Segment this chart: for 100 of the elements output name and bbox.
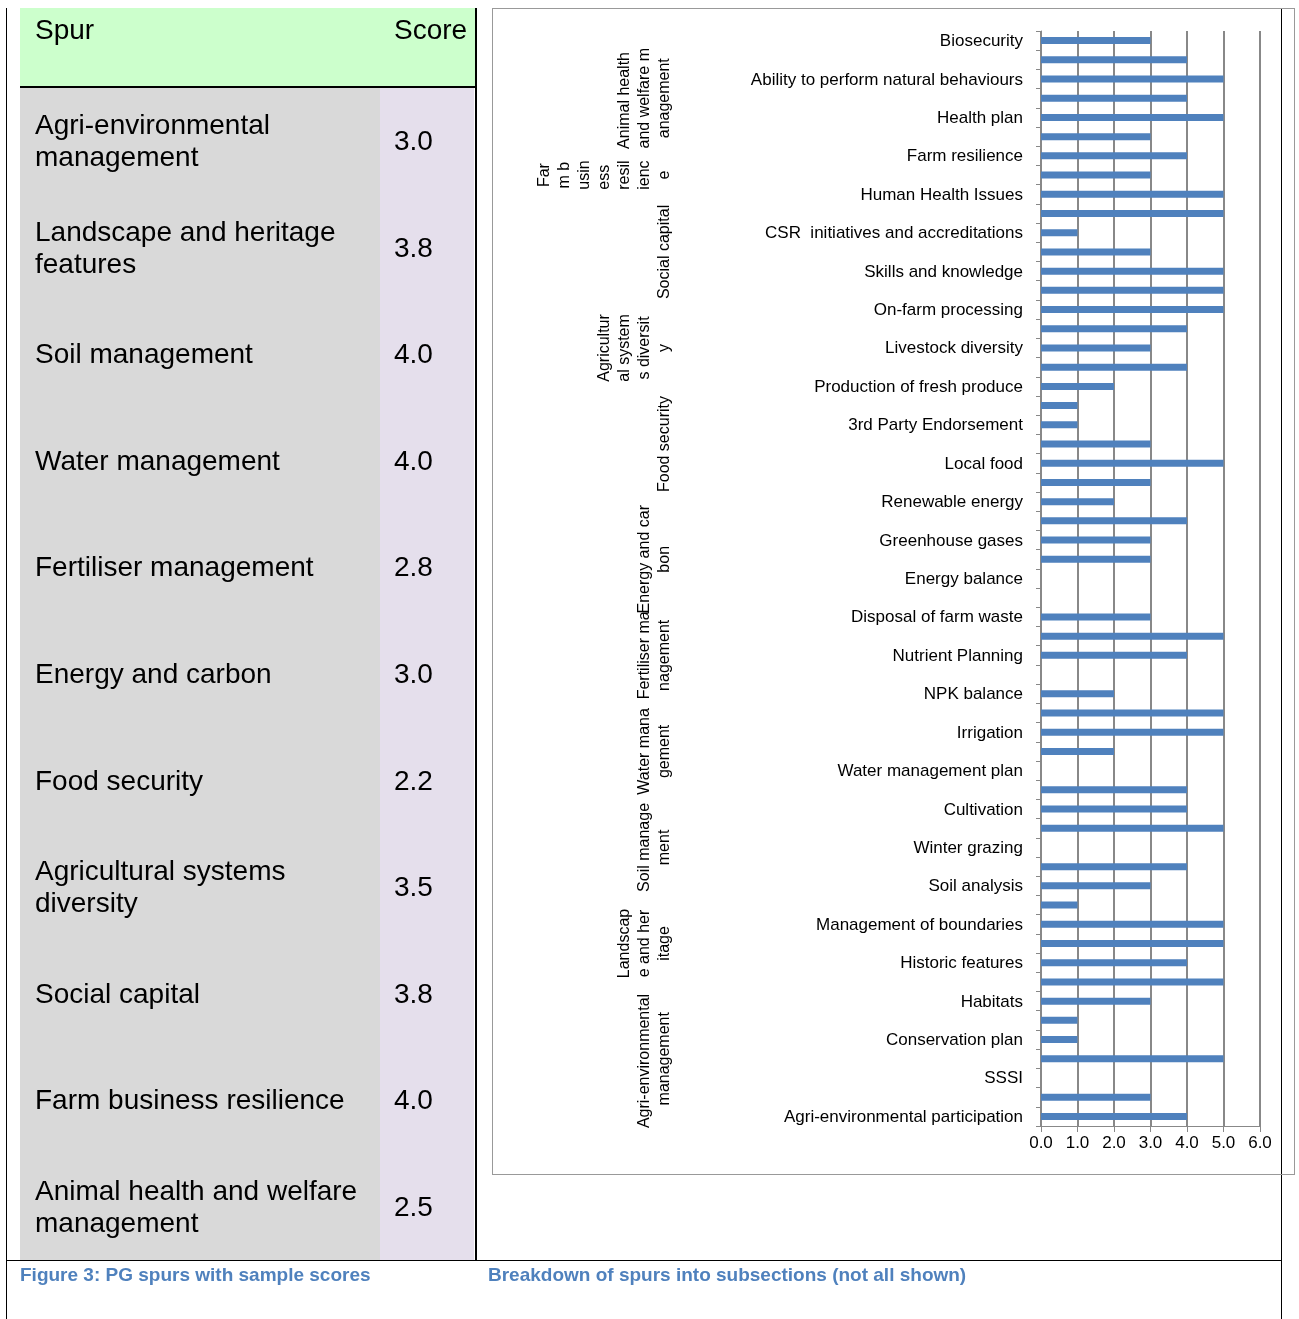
y-tick-label: NPK balance (923, 684, 1023, 704)
bar (1041, 325, 1187, 333)
y-tick-label: Energy balance (904, 569, 1023, 588)
text: Score (393, 13, 469, 47)
category-label: Fertiliser management (20, 514, 380, 621)
text: Soil management (634, 802, 672, 892)
y-tick-label: Skills and knowledge (864, 261, 1023, 281)
y-tick-label: Ability to perform natural behaviours (750, 69, 1023, 89)
y-tick-label: Management of boundaries (816, 914, 1023, 934)
category-label: Agricultural systems diversity (20, 833, 380, 941)
y-tick-label: Conservation plan (885, 1030, 1023, 1050)
data-label: 4.0 (380, 407, 474, 515)
y-tick-label: Biosecurity (939, 31, 1024, 51)
bar (1041, 75, 1224, 83)
y-tick-label: Historic features (900, 953, 1023, 973)
bar (1041, 402, 1078, 410)
bar (1041, 267, 1224, 275)
bar (1041, 959, 1187, 967)
bar (1041, 613, 1151, 621)
text: Animal health and welfare management (614, 47, 672, 149)
bar (1041, 997, 1151, 1005)
y-tick-label: Soil analysis (928, 876, 1023, 896)
bar (1041, 190, 1224, 198)
text: Food security (654, 396, 672, 493)
bar (1041, 248, 1151, 256)
category-label: Social capital (20, 940, 380, 1047)
bar (1041, 363, 1187, 371)
y-tick-label: Water management plan (837, 761, 1023, 781)
bar (1041, 651, 1187, 659)
text: Water management (634, 708, 672, 795)
bar (1041, 940, 1224, 947)
data-label: 4.0 (380, 301, 474, 408)
category-label: Food security (20, 727, 380, 834)
y-tick-label: Nutrient Planning (892, 645, 1023, 665)
bar (1041, 1055, 1224, 1063)
x-tick-label: 1.0 (1065, 1133, 1090, 1152)
data-label: 3.8 (380, 194, 474, 302)
bar (1041, 882, 1151, 890)
data-label: 3.5 (380, 833, 474, 941)
bar (1041, 421, 1078, 429)
bar (1041, 113, 1224, 121)
bar (1041, 863, 1187, 871)
bar (1041, 344, 1151, 352)
data-label: 2.5 (380, 1153, 474, 1261)
y-tick-label: Disposal of farm waste (851, 607, 1023, 627)
bar (1041, 920, 1224, 928)
data-label: 3.0 (380, 620, 474, 728)
category-label: Soil management (20, 301, 380, 408)
category-label: Animal health and welfare management (20, 1153, 380, 1261)
y-tick-label: SSSI (984, 1068, 1023, 1088)
bar (1041, 786, 1187, 794)
bar (1041, 978, 1224, 986)
bar (1041, 632, 1224, 640)
y-tick-label: Local food (944, 453, 1023, 473)
category-label: Farm business resilience (20, 1046, 380, 1154)
bar (1041, 171, 1151, 179)
bar (1041, 94, 1187, 102)
x-tick-label: 5.0 (1211, 1133, 1236, 1152)
y-tick-label: Greenhouse gases (879, 530, 1023, 550)
text: Farm business resilience (534, 160, 672, 190)
bar (1041, 56, 1187, 64)
text: Agri-environmental management (634, 989, 672, 1129)
bar (1041, 747, 1114, 755)
bar (1041, 133, 1151, 141)
y-tick-label: CSR initiatives and accreditations (765, 223, 1023, 243)
bar (1041, 901, 1078, 909)
data-label: 3.0 (380, 88, 474, 195)
text: Energy and carbon (634, 504, 672, 614)
bar (1041, 478, 1151, 486)
bar (1041, 1016, 1078, 1024)
bar (1041, 440, 1151, 448)
text: Breakdown of spurs into subsections (not all shown) (488, 1264, 967, 1286)
bar (1041, 1093, 1151, 1101)
y-tick-label: Irrigation (956, 722, 1023, 742)
bar (1041, 498, 1114, 506)
category-label: Agri-environmental management (20, 88, 380, 195)
y-tick-label: Farm resilience (906, 146, 1023, 166)
bar (1041, 555, 1151, 563)
bar (1041, 517, 1187, 525)
bar (1041, 229, 1078, 237)
bar (1041, 690, 1114, 698)
y-tick-label: Health plan (936, 107, 1023, 127)
bar (1041, 805, 1187, 813)
y-tick-label: Winter grazing (913, 837, 1023, 857)
bar (1041, 536, 1151, 544)
x-tick-label: 3.0 (1138, 1133, 1163, 1152)
bar (1041, 210, 1224, 217)
category-label: Landscape and heritage features (20, 194, 380, 302)
data-label: 3.8 (380, 940, 474, 1047)
y-tick-label: Production of fresh produce (814, 376, 1023, 396)
bar (1041, 824, 1224, 832)
text: Spur (34, 13, 96, 47)
y-tick-label: Human Health Issues (860, 184, 1023, 204)
y-tick-label: On-farm processing (873, 300, 1023, 320)
y-tick-label: Cultivation (943, 799, 1023, 819)
text: Social capital (654, 204, 672, 300)
x-tick-label: 4.0 (1175, 1133, 1199, 1152)
x-tick-label: 0.0 (1029, 1133, 1053, 1152)
bar (1041, 382, 1114, 390)
x-tick-label: 6.0 (1248, 1133, 1272, 1152)
